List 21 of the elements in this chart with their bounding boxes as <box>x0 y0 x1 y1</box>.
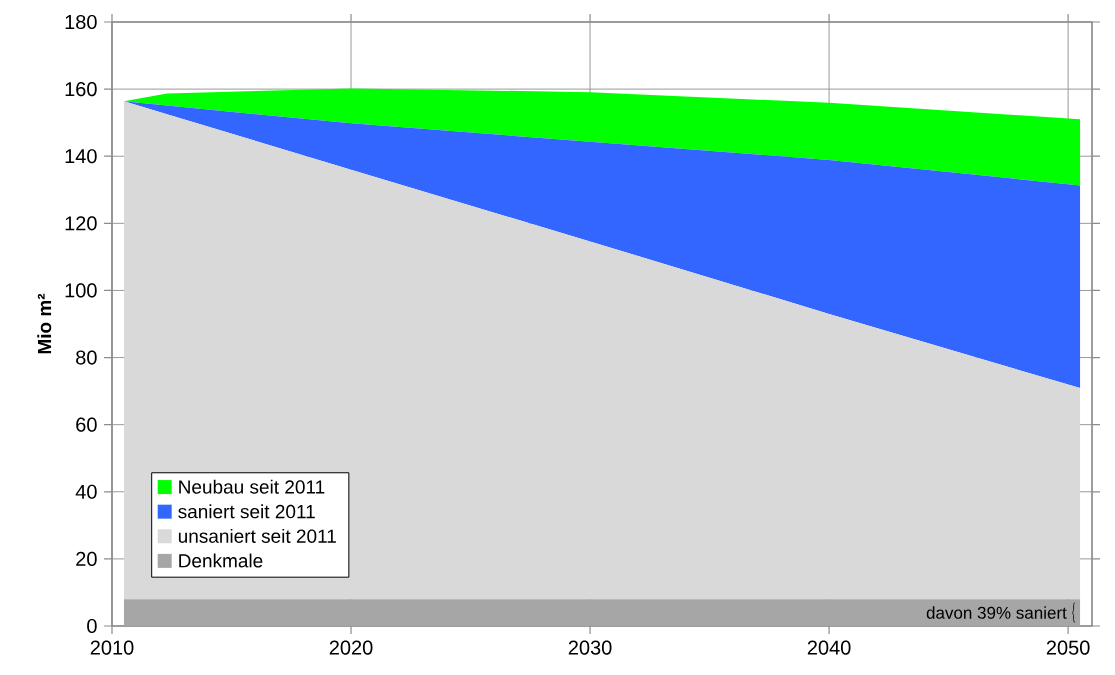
legend-label: Denkmale <box>179 553 263 568</box>
legend-label: Neubau seit 2011 <box>179 479 325 494</box>
y-tick-label: 20 <box>76 551 97 566</box>
y-tick-label: 160 <box>65 82 97 97</box>
x-tick-label: 2050 <box>1046 640 1090 655</box>
x-tick-label: 2020 <box>329 640 373 655</box>
y-tick-label: 120 <box>65 216 97 231</box>
y-tick-label: 140 <box>65 149 97 164</box>
y-tick-label: 180 <box>65 14 97 30</box>
x-tick-label: 2030 <box>568 640 612 655</box>
legend-label: saniert seit 2011 <box>178 504 315 519</box>
y-tick-label: 40 <box>75 484 97 499</box>
y-tick-label: 100 <box>65 283 97 298</box>
x-tick-label: 2010 <box>90 640 134 655</box>
x-tick-label: 2040 <box>807 640 851 655</box>
y-tick-label: 60 <box>76 417 97 432</box>
legend-label: unsaniert seit 2011 <box>178 528 336 543</box>
y-tick-label: 80 <box>76 350 97 365</box>
annotation: davon 39% saniert <box>926 606 1067 619</box>
y-axis-title: Mio m² <box>37 293 52 354</box>
y-tick-label: 0 <box>87 618 97 634</box>
